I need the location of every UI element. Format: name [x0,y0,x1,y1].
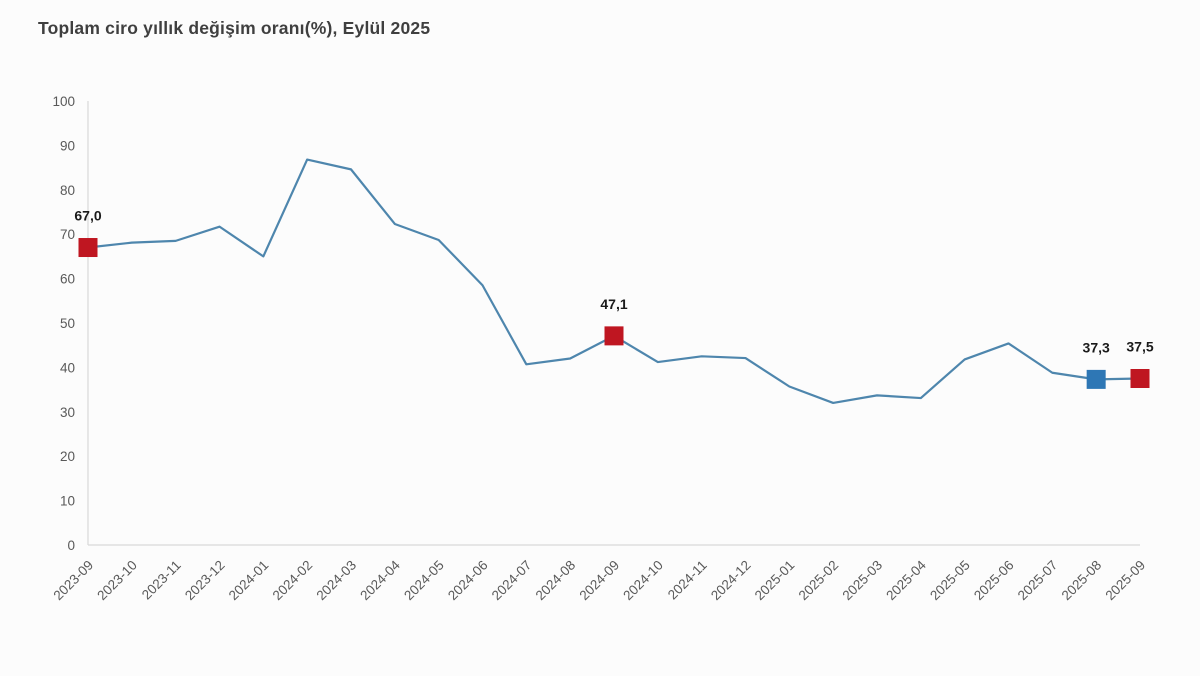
data-line [86,158,1142,405]
x-tick-label: 2023-09 [50,558,96,604]
y-tick-label: 10 [60,494,75,509]
chart-title: Toplam ciro yıllık değişim oranı(%), Eyl… [38,18,431,38]
x-tick-label: 2025-01 [752,558,798,604]
x-tick-label: 2024-09 [576,558,622,604]
y-tick-label: 30 [60,405,75,420]
y-tick-label: 60 [60,272,75,287]
y-tick-label: 70 [60,227,75,242]
x-tick-label: 2024-11 [665,558,710,603]
x-tick-label: 2024-06 [445,558,491,604]
x-tick-label: 2024-08 [533,558,579,604]
x-tick-label: 2023-12 [182,558,228,604]
x-tick-label: 2025-03 [839,558,885,604]
y-tick-label: 20 [60,449,75,464]
x-tick-label: 2024-10 [620,558,666,604]
data-marker-2024-09 [604,326,624,346]
x-tick-label: 2025-04 [883,557,929,603]
y-tick-label: 90 [60,138,75,153]
data-label-2023-09: 67,0 [74,208,101,224]
x-tick-label: 2024-07 [489,558,535,604]
y-tick-label: 0 [67,538,75,553]
y-tick-label: 50 [60,316,75,331]
x-tick-label: 2024-02 [270,558,316,604]
x-tick-label: 2023-10 [94,558,140,604]
data-label-2025-09: 37,5 [1126,339,1153,355]
x-tick-label: 2025-08 [1059,558,1105,604]
x-tick-label: 2024-01 [226,558,272,604]
y-tick-label: 40 [60,360,75,375]
x-tick-label: 2024-03 [313,558,359,604]
y-tick-label: 100 [52,94,75,109]
x-tick-label: 2024-04 [357,557,403,603]
x-tick-label: 2025-09 [1102,558,1148,604]
data-marker-2025-09 [1130,369,1150,388]
x-tick-label: 2025-06 [971,558,1017,604]
y-tick-label: 80 [60,183,75,198]
x-tick-label: 2025-05 [927,558,973,604]
data-label-2024-09: 47,1 [600,296,627,312]
x-tick-label: 2024-05 [401,558,447,604]
data-label-2025-08: 37,3 [1083,339,1110,355]
x-tick-label: 2025-02 [796,558,842,604]
x-tick-label: 2023-11 [139,558,184,603]
x-tick-label: 2025-07 [1015,558,1061,604]
x-tick-label: 2024-12 [708,558,754,604]
data-marker-2025-08 [1086,369,1106,389]
data-marker-2023-09 [78,238,98,258]
